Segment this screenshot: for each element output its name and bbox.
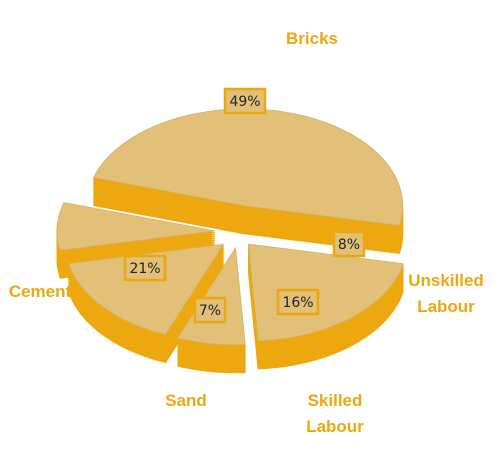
pie-slice-top bbox=[68, 243, 225, 335]
value-label-box bbox=[276, 288, 320, 316]
pie-labels: 49% 21% 7% 16% 8% Bricks Cement Sand Skilled Labo… bbox=[9, 29, 484, 436]
value-label-bricks: 49% bbox=[223, 87, 267, 115]
category-label-sand: Sand bbox=[165, 391, 207, 410]
category-label-cement: Cement bbox=[9, 282, 72, 301]
value-label-box bbox=[332, 230, 366, 258]
value-label-box bbox=[223, 87, 267, 115]
pie-slice-top bbox=[248, 243, 404, 342]
pie-slice-skilled-labour bbox=[67, 243, 225, 364]
category-label-unskilled-labour: Unskilled Labour bbox=[408, 271, 484, 316]
value-label-sand: 7% bbox=[193, 296, 227, 324]
value-label-cement: 21% bbox=[123, 254, 167, 282]
value-label-box bbox=[123, 254, 167, 282]
category-label-line: Labour bbox=[306, 417, 364, 436]
pie-slice-cement bbox=[247, 243, 404, 370]
value-label-text: 21% bbox=[129, 261, 160, 277]
category-label-line: Unskilled bbox=[408, 271, 484, 290]
value-label-text: 16% bbox=[282, 295, 313, 311]
category-label-line: Sand bbox=[165, 391, 207, 410]
pie-slice-top bbox=[56, 202, 216, 251]
pie-slices bbox=[56, 108, 404, 374]
value-label-text: 7% bbox=[199, 303, 221, 319]
category-label-line: Bricks bbox=[286, 29, 338, 48]
category-label-line: Labour bbox=[417, 297, 475, 316]
category-label-bricks: Bricks bbox=[286, 29, 338, 48]
value-label-box bbox=[193, 296, 227, 324]
value-label-unskilled-labour: 8% bbox=[332, 230, 366, 258]
pie-slice-top bbox=[92, 108, 404, 226]
value-label-text: 49% bbox=[229, 94, 260, 110]
category-label-line: Cement bbox=[9, 282, 72, 301]
category-label-skilled-labour: Skilled Labour bbox=[306, 391, 364, 436]
value-label-skilled-labour: 16% bbox=[276, 288, 320, 316]
value-label-text: 8% bbox=[338, 237, 360, 253]
category-label-line: Skilled bbox=[308, 391, 363, 410]
pie-slice-bricks bbox=[92, 108, 404, 254]
